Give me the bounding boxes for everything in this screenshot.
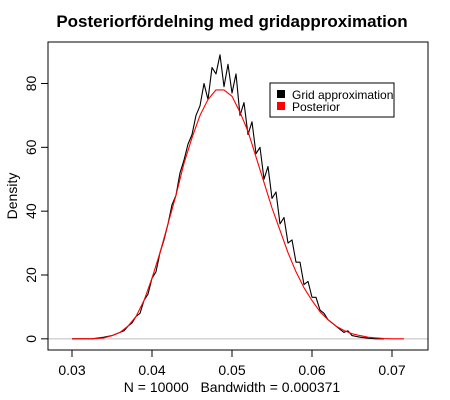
legend-swatch-grid-approximation: [277, 90, 285, 98]
chart-title: Posteriorfördelning med gridapproximatio…: [56, 12, 407, 31]
x-axis: 0.03 0.04 0.05 0.06 0.07: [58, 349, 406, 378]
y-axis: 0 20 40 60 80: [23, 75, 49, 343]
series-line-grid-approximation: [72, 54, 384, 340]
y-axis-label: Density: [4, 173, 20, 220]
legend-swatch-posterior: [277, 102, 285, 110]
y-tick-label: 0: [23, 335, 39, 343]
x-tick-label: 0.03: [58, 362, 85, 378]
x-axis-label: N = 10000 Bandwidth = 0.000371: [124, 379, 341, 395]
x-tick-label: 0.07: [378, 362, 405, 378]
y-tick-label: 60: [23, 139, 39, 155]
x-tick-label: 0.04: [138, 362, 165, 378]
x-tick-label: 0.05: [218, 362, 245, 378]
legend-label-grid-approximation: Grid approximation: [292, 88, 393, 102]
legend-label-posterior: Posterior: [292, 100, 340, 114]
legend: Grid approximation Posterior: [269, 82, 395, 118]
series-line-posterior: [72, 89, 404, 340]
x-tick-label: 0.06: [298, 362, 325, 378]
y-tick-label: 80: [23, 75, 39, 91]
series-layer: [72, 54, 404, 340]
y-tick-label: 20: [23, 267, 39, 283]
legend-box: [269, 82, 395, 118]
y-tick-label: 40: [23, 203, 39, 219]
